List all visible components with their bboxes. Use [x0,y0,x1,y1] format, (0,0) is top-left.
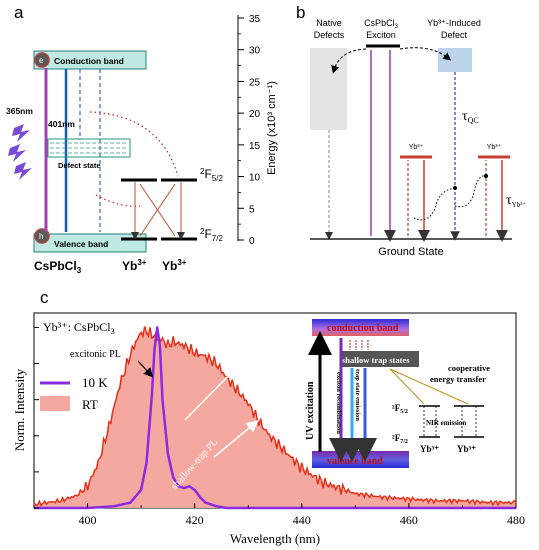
energy-transfer-b-2 [454,175,487,208]
ground-state-label: Ground State [378,246,443,258]
valence-band-label: Valence band [54,239,108,249]
electron-circle [34,52,50,68]
y-axis-label: Norm. Intensity [12,368,27,451]
transfer-dot-1 [453,186,457,190]
inset-transfer-2 [389,368,469,405]
panel-c-label: c [40,288,49,307]
excitonic-pl-pointer [137,360,154,378]
plot-area [33,326,517,510]
energy-transfer-b-1 [413,187,456,221]
inset-yb1-label: Yb³⁺ [420,444,439,454]
x-axis-ticks: 400 420 440 460 480 [33,503,525,527]
inset-f52-label: ²F5/2 [392,403,408,415]
inset-trap-emission-label: trap state emission [354,369,361,421]
shallow-pl-arrow-1 [184,363,241,421]
energy-tick-label: 5 [249,204,255,215]
electron-label: e [39,56,44,65]
tau-qc-label: τQC [462,109,479,125]
hole-circle [34,228,50,244]
f52-label: 2F5/2 [200,167,223,183]
legend-10k-label: 10 K [82,375,108,390]
native-defects-label-1: Native [316,18,342,28]
panel-a: a Conduction band Valence band e h 365nm… [6,3,278,275]
yb-level-b-1-label: Yb³⁺ [409,144,424,151]
inset-cooperative-1: cooperative [448,363,490,373]
exciton-to-yb-defect-arrow [399,47,452,61]
x-tick-label: 400 [79,513,97,527]
inset-uv-label: UV excitation [305,381,316,440]
yb-level-b-2-label: Yb³⁺ [487,144,502,151]
x-tick-label: 440 [293,513,311,527]
energy-tick-label: 0 [249,236,255,247]
legend-rt-label: RT [82,397,98,412]
native-defects-box [310,48,347,130]
native-defects-label-2: Defects [314,30,345,40]
conduction-band-label: Conduction band [54,56,124,66]
inset-cooperative-2: energy transfer [430,374,486,384]
yb-defect-label-1: Yb³⁺-Induced [427,18,481,28]
lightning-icon [8,124,32,180]
inset-shallow-trap-box [340,351,419,367]
energy-tick-label: 15 [249,141,261,152]
energy-tick-label: 35 [249,14,261,25]
chart-title: Yb³⁺: CsPbCl3 [43,320,115,336]
legend-rt-swatch [40,396,70,411]
yb-label-2: Yb3+ [162,258,187,273]
transfer-dot-2 [484,174,488,178]
tau-yb-label: τYb³⁺ [506,193,526,209]
x-axis-label: Wavelength (nm) [230,531,320,546]
hole-label: h [39,232,43,241]
exciton-label-1: CsPbCl3 [364,18,399,30]
x-tick-label: 420 [186,513,204,527]
series-10k-line [34,326,516,510]
inset-transfer-1 [389,368,425,405]
x-tick-label: 460 [400,513,418,527]
energy-tick-label: 20 [249,109,261,120]
yb-defect-box [438,48,472,72]
material-label: CsPbCl3 [34,259,82,275]
inset-conduction-band [312,319,409,336]
energy-tick-label: 10 [249,173,261,184]
panel-a-label: a [14,3,24,22]
exciton-label-2: Exciton [366,30,396,40]
energy-axis-label: Energy (x10³ cm⁻¹) [266,81,278,175]
x-tick-label: 480 [507,513,525,527]
shallow-pl-arrow-2 [213,420,259,458]
energy-transfer-dotted [89,111,179,177]
f72-label: 2F7/2 [200,227,223,243]
excitonic-pl-label: excitonic PL [70,349,121,360]
energy-transfer-dotted-2 [95,194,141,207]
series-rt-line [33,326,517,507]
yb-defect-label-2: Defect [441,30,468,40]
inset-exciton-recomb-label: exciton recombination [335,372,342,434]
exciton-to-native-arrow [331,48,367,74]
inset-conduction-label: conduction band [327,323,399,334]
inset-nir-label: NIR emission [426,419,466,427]
emission-label: 401nm [48,119,75,129]
inset-valence-label: valence band [327,456,383,467]
valence-band-box [33,233,147,253]
y-axis-ticks [34,326,39,509]
energy-axis-ticks: 0 5 10 15 20 25 30 35 [238,14,261,247]
inset-f72-label: ²F7/2 [392,433,408,445]
yb-cross-2 [139,183,176,237]
energy-tick-label: 25 [249,77,261,88]
inset-yb2-label: Yb³⁺ [457,444,476,454]
excitation-label: 365nm [6,106,33,116]
inset-shallow-trap-label: shallow trap states [342,355,410,365]
panel-c: c 400 420 440 460 480 Yb³⁺: CsPbCl3 excitoni… [12,288,525,546]
energy-tick-label: 30 [249,46,261,57]
conduction-band-box [33,50,147,70]
defect-state-box [47,138,131,158]
yb-label-1: Yb3+ [122,258,147,273]
defect-state-label: Defect state [58,161,101,170]
panel-b: b Native Defects CsPbCl3 Exciton Yb³⁺-In… [296,3,526,258]
inset-diagram: conduction band valence band shallow tra… [305,319,490,468]
series-rt-fill [34,331,516,508]
panel-b-label: b [296,3,305,22]
